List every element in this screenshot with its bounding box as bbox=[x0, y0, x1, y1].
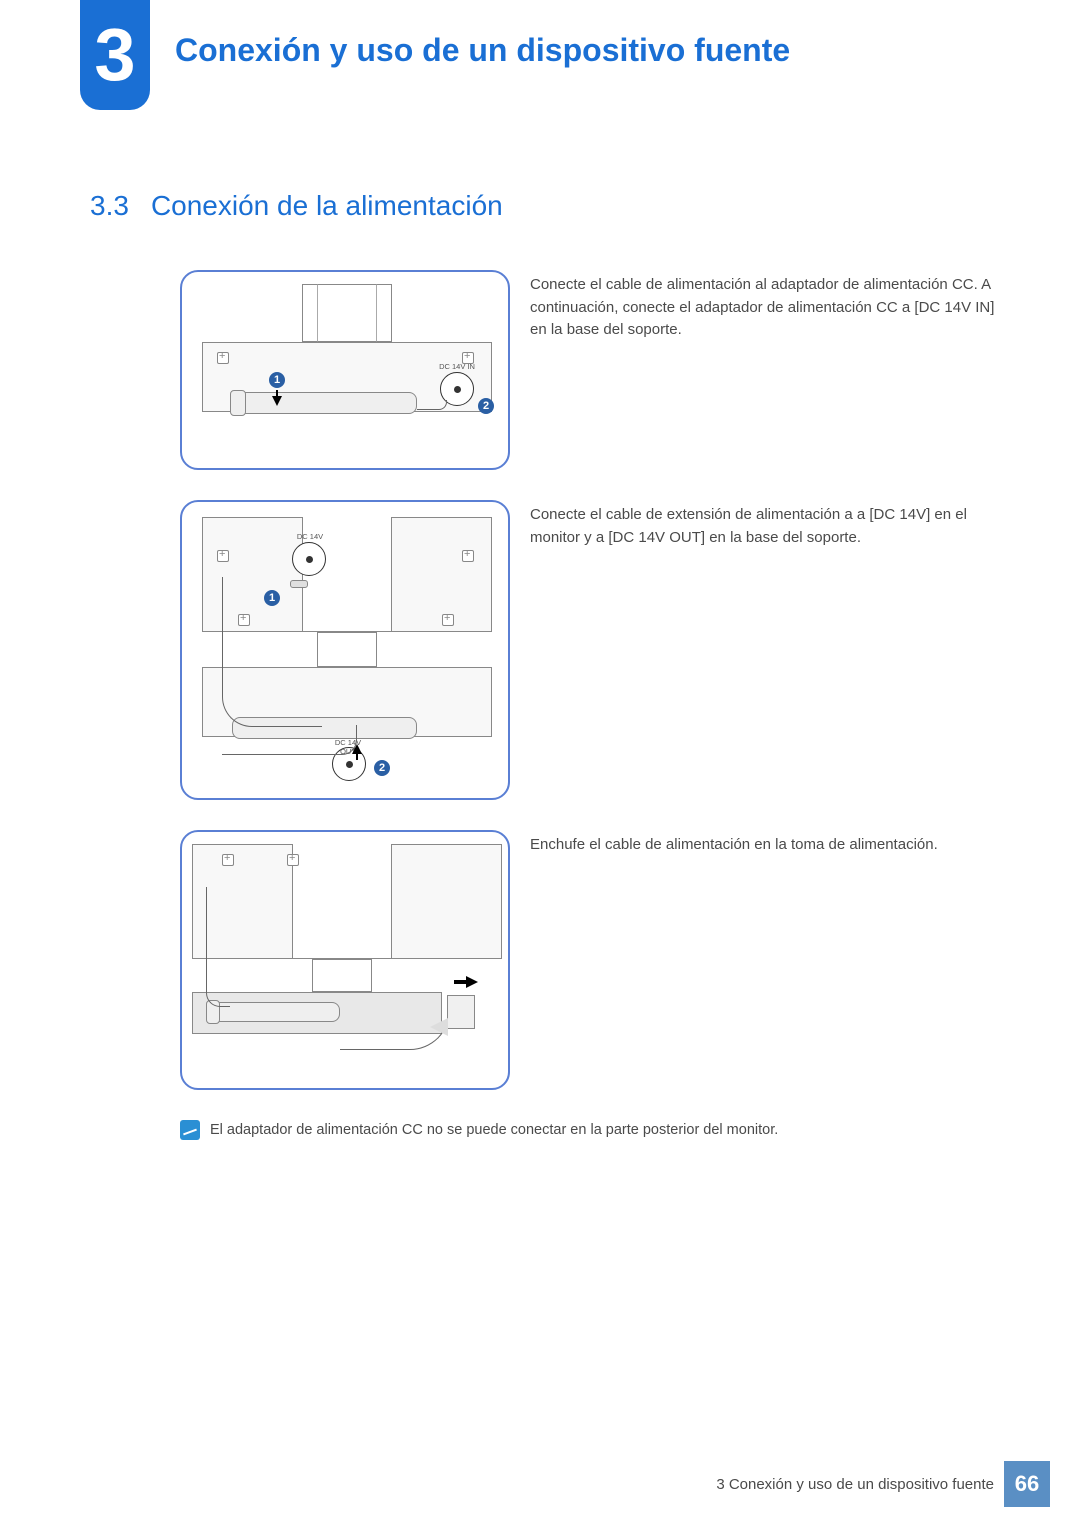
figure-1-callout-1: 1 bbox=[269, 372, 285, 388]
figure-1: DC 14V IN 1 2 bbox=[180, 270, 510, 470]
note: El adaptador de alimentación CC no se pu… bbox=[180, 1120, 1000, 1140]
figure-1-callout-2: 2 bbox=[478, 398, 494, 414]
step-3-text: Enchufe el cable de alimentación en la t… bbox=[530, 830, 1000, 857]
chapter-title: Conexión y uso de un dispositivo fuente bbox=[175, 32, 790, 69]
step-1: DC 14V IN 1 2 Conecte el cable de alimen… bbox=[180, 270, 1000, 470]
page-number: 66 bbox=[1004, 1461, 1050, 1507]
footer-text: 3 Conexión y uso de un dispositivo fuent… bbox=[716, 1476, 1004, 1493]
step-2: DC 14V DC 14V OUT 1 2 Cone bbox=[180, 500, 1000, 800]
step-3: Enchufe el cable de alimentación en la t… bbox=[180, 830, 1000, 1090]
figure-2-callout-2: 2 bbox=[374, 760, 390, 776]
section-heading: 3.3 Conexión de la alimentación bbox=[90, 190, 503, 222]
section-number: 3.3 bbox=[90, 190, 129, 221]
page-header: 3 Conexión y uso de un dispositivo fuent… bbox=[0, 0, 1080, 120]
figure-1-port-label: DC 14V IN bbox=[437, 362, 477, 371]
step-2-text: Conecte el cable de extensión de aliment… bbox=[530, 500, 1000, 549]
note-text: El adaptador de alimentación CC no se pu… bbox=[210, 1120, 778, 1138]
figure-2-port-top-label: DC 14V bbox=[290, 532, 330, 541]
content-area: DC 14V IN 1 2 Conecte el cable de alimen… bbox=[180, 270, 1000, 1140]
section-title: Conexión de la alimentación bbox=[151, 190, 503, 221]
note-icon bbox=[180, 1120, 200, 1140]
chapter-number-tab: 3 bbox=[80, 0, 150, 110]
page-footer: 3 Conexión y uso de un dispositivo fuent… bbox=[716, 1461, 1050, 1507]
figure-2: DC 14V DC 14V OUT 1 2 bbox=[180, 500, 510, 800]
step-1-text: Conecte el cable de alimentación al adap… bbox=[530, 270, 1000, 342]
chapter-number: 3 bbox=[94, 18, 135, 92]
figure-3 bbox=[180, 830, 510, 1090]
figure-2-callout-1: 1 bbox=[264, 590, 280, 606]
